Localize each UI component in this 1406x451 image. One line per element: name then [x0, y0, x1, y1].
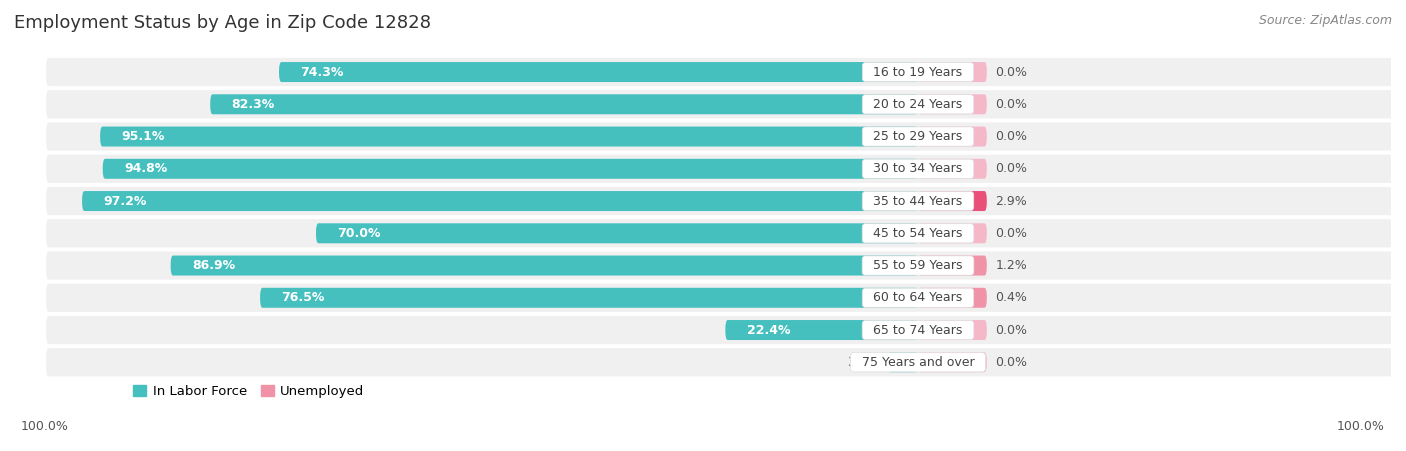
FancyBboxPatch shape: [725, 320, 918, 340]
FancyBboxPatch shape: [889, 352, 918, 372]
Text: 86.9%: 86.9%: [193, 259, 235, 272]
Text: 22.4%: 22.4%: [747, 323, 790, 336]
Text: 0.0%: 0.0%: [995, 65, 1028, 78]
Text: 3.5%: 3.5%: [848, 356, 879, 369]
Text: 94.8%: 94.8%: [124, 162, 167, 175]
Text: 65 to 74 Years: 65 to 74 Years: [865, 323, 970, 336]
Text: 0.4%: 0.4%: [995, 291, 1028, 304]
Text: 95.1%: 95.1%: [122, 130, 165, 143]
Text: 76.5%: 76.5%: [281, 291, 325, 304]
FancyBboxPatch shape: [45, 218, 1406, 249]
FancyBboxPatch shape: [918, 191, 987, 211]
Text: 25 to 29 Years: 25 to 29 Years: [865, 130, 970, 143]
Text: 0.0%: 0.0%: [995, 323, 1028, 336]
FancyBboxPatch shape: [45, 154, 1406, 184]
FancyBboxPatch shape: [45, 315, 1406, 345]
Text: 70.0%: 70.0%: [337, 227, 381, 240]
FancyBboxPatch shape: [918, 352, 987, 372]
FancyBboxPatch shape: [45, 250, 1406, 281]
FancyBboxPatch shape: [45, 186, 1406, 216]
FancyBboxPatch shape: [45, 121, 1406, 152]
Text: 0.0%: 0.0%: [995, 98, 1028, 111]
FancyBboxPatch shape: [918, 94, 987, 114]
Text: 100.0%: 100.0%: [21, 420, 69, 433]
Text: 60 to 64 Years: 60 to 64 Years: [865, 291, 970, 304]
FancyBboxPatch shape: [316, 223, 918, 243]
FancyBboxPatch shape: [918, 256, 987, 276]
Text: Employment Status by Age in Zip Code 12828: Employment Status by Age in Zip Code 128…: [14, 14, 432, 32]
FancyBboxPatch shape: [918, 288, 987, 308]
Text: 45 to 54 Years: 45 to 54 Years: [865, 227, 970, 240]
FancyBboxPatch shape: [100, 127, 918, 147]
Text: 97.2%: 97.2%: [104, 194, 148, 207]
FancyBboxPatch shape: [918, 127, 987, 147]
Text: 55 to 59 Years: 55 to 59 Years: [865, 259, 970, 272]
FancyBboxPatch shape: [45, 89, 1406, 120]
FancyBboxPatch shape: [278, 62, 918, 82]
Text: 82.3%: 82.3%: [232, 98, 276, 111]
Text: 75 Years and over: 75 Years and over: [853, 356, 983, 369]
FancyBboxPatch shape: [260, 288, 918, 308]
FancyBboxPatch shape: [918, 159, 987, 179]
Text: 100.0%: 100.0%: [1337, 420, 1385, 433]
FancyBboxPatch shape: [170, 256, 918, 276]
Text: 35 to 44 Years: 35 to 44 Years: [865, 194, 970, 207]
Legend: In Labor Force, Unemployed: In Labor Force, Unemployed: [128, 380, 370, 403]
Text: 2.9%: 2.9%: [995, 194, 1028, 207]
FancyBboxPatch shape: [103, 159, 918, 179]
Text: 16 to 19 Years: 16 to 19 Years: [866, 65, 970, 78]
Text: 74.3%: 74.3%: [301, 65, 344, 78]
FancyBboxPatch shape: [918, 223, 987, 243]
FancyBboxPatch shape: [918, 62, 987, 82]
Text: 0.0%: 0.0%: [995, 227, 1028, 240]
FancyBboxPatch shape: [82, 191, 918, 211]
Text: Source: ZipAtlas.com: Source: ZipAtlas.com: [1258, 14, 1392, 27]
FancyBboxPatch shape: [45, 283, 1406, 313]
FancyBboxPatch shape: [45, 57, 1406, 87]
Text: 1.2%: 1.2%: [995, 259, 1028, 272]
FancyBboxPatch shape: [211, 94, 918, 114]
Text: 30 to 34 Years: 30 to 34 Years: [865, 162, 970, 175]
FancyBboxPatch shape: [45, 347, 1406, 377]
Text: 0.0%: 0.0%: [995, 356, 1028, 369]
Text: 0.0%: 0.0%: [995, 162, 1028, 175]
Text: 20 to 24 Years: 20 to 24 Years: [865, 98, 970, 111]
FancyBboxPatch shape: [918, 320, 987, 340]
Text: 0.0%: 0.0%: [995, 130, 1028, 143]
